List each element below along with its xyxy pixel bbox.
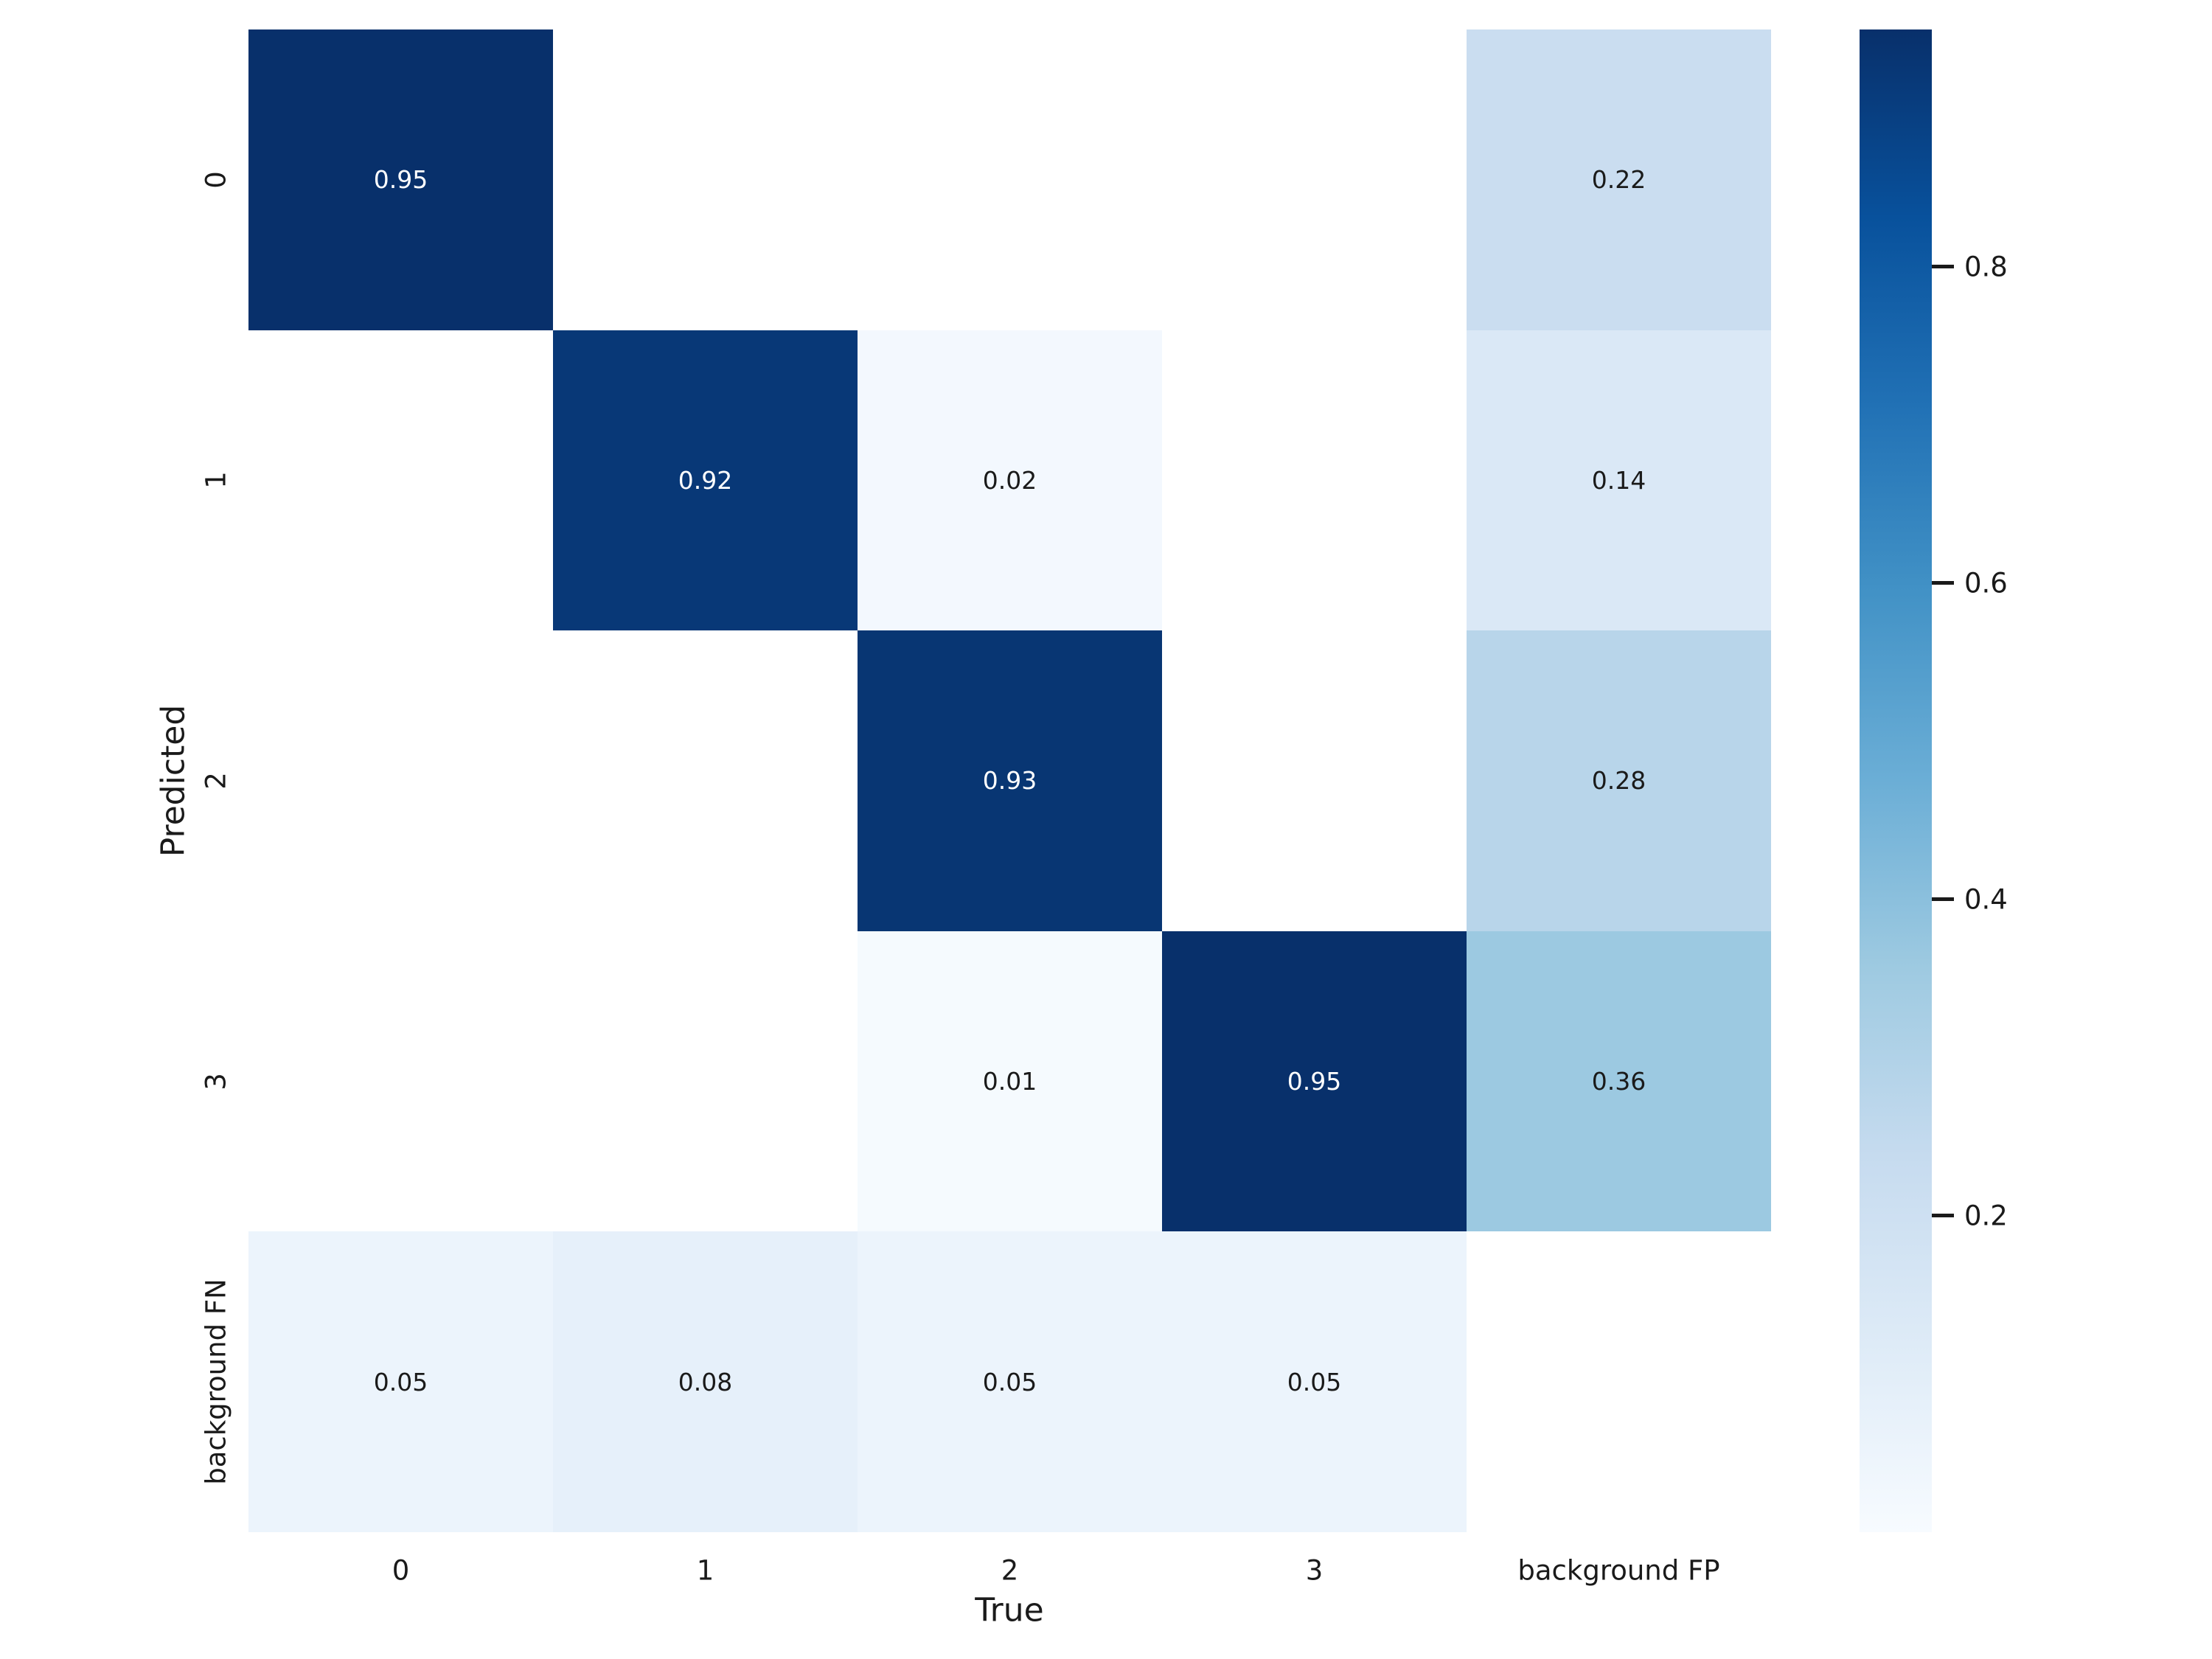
colorbar-tick-label: 0.2 — [1964, 1200, 2008, 1232]
colorbar-tick-label: 0.4 — [1964, 883, 2008, 916]
heatmap-grid: 0.95 0.22 0.92 0.02 0.14 0.93 0.28 0.01 0.95 0.36… — [248, 29, 1771, 1532]
y-tick-label: 3 — [200, 1072, 232, 1091]
heatmap-cell: 0.01 — [858, 931, 1162, 1232]
y-tick-label: 2 — [200, 772, 232, 790]
colorbar-tick-mark — [1932, 897, 1954, 902]
heatmap-cell: 0.92 — [553, 330, 858, 631]
colorbar-tick-label: 0.6 — [1964, 567, 2008, 599]
heatmap-cell — [248, 630, 553, 931]
heatmap-cell — [1162, 330, 1467, 631]
colorbar-tick-label: 0.8 — [1964, 251, 2008, 283]
y-tick-label: 0 — [200, 171, 232, 189]
heatmap-cell — [553, 630, 858, 931]
heatmap-cell — [248, 330, 553, 631]
x-tick-label: 1 — [696, 1554, 714, 1587]
heatmap-cell: 0.08 — [553, 1231, 858, 1532]
heatmap-cell: 0.02 — [858, 330, 1162, 631]
heatmap-cell: 0.22 — [1467, 29, 1771, 330]
heatmap-cell: 0.14 — [1467, 330, 1771, 631]
heatmap-cell — [248, 931, 553, 1232]
heatmap-cell — [1467, 1231, 1771, 1532]
heatmap-cell: 0.95 — [248, 29, 553, 330]
colorbar-tick-mark — [1932, 265, 1954, 269]
heatmap-cell: 0.93 — [858, 630, 1162, 931]
x-tick-label: 2 — [1001, 1554, 1019, 1587]
heatmap-cell: 0.05 — [858, 1231, 1162, 1532]
y-axis-label: Predicted — [154, 704, 192, 858]
colorbar-tick-mark — [1932, 1214, 1954, 1218]
heatmap-cell: 0.05 — [1162, 1231, 1467, 1532]
heatmap-cell: 0.36 — [1467, 931, 1771, 1232]
x-axis-label: True — [975, 1591, 1044, 1630]
x-tick-label: background FP — [1517, 1554, 1720, 1587]
x-tick-label: 3 — [1305, 1554, 1324, 1587]
heatmap-cell — [1162, 630, 1467, 931]
x-tick-label: 0 — [392, 1554, 410, 1587]
heatmap-cell — [858, 29, 1162, 330]
heatmap-cell — [553, 931, 858, 1232]
heatmap-cell — [1162, 29, 1467, 330]
colorbar — [1860, 29, 1932, 1532]
y-tick-label: 1 — [200, 471, 232, 490]
heatmap-cell: 0.95 — [1162, 931, 1467, 1232]
y-tick-label: background FN — [200, 1279, 232, 1485]
colorbar-tick-mark — [1932, 581, 1954, 585]
heatmap-cell — [553, 29, 858, 330]
heatmap-cell: 0.28 — [1467, 630, 1771, 931]
heatmap-cell: 0.05 — [248, 1231, 553, 1532]
